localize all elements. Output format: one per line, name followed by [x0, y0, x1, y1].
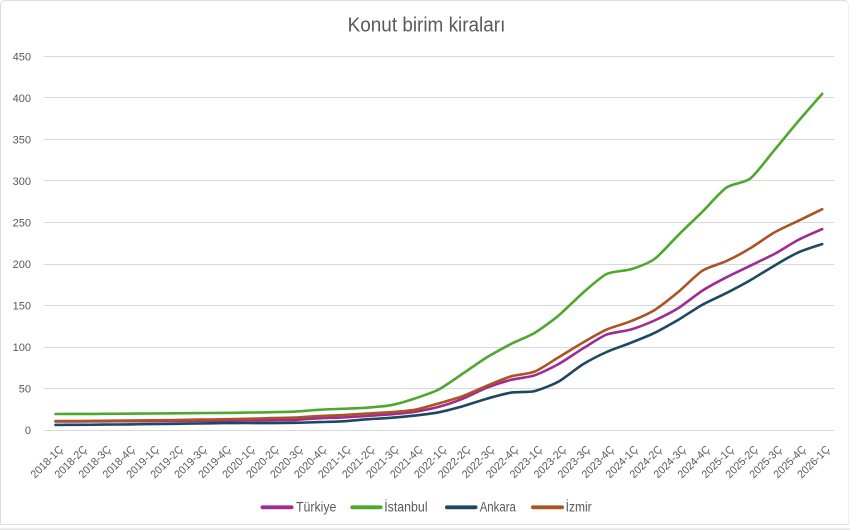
svg-text:Ankara: Ankara: [480, 500, 517, 515]
svg-text:150: 150: [13, 301, 31, 313]
svg-text:300: 300: [13, 176, 31, 188]
svg-text:0: 0: [25, 425, 31, 437]
svg-text:400: 400: [13, 93, 31, 105]
svg-text:İzmir: İzmir: [566, 500, 593, 515]
svg-text:İstanbul: İstanbul: [384, 500, 427, 515]
svg-text:250: 250: [13, 218, 31, 230]
svg-text:350: 350: [13, 134, 31, 146]
svg-text:Konut birim kiraları: Konut birim kiraları: [348, 14, 506, 37]
svg-text:Türkiye: Türkiye: [296, 500, 336, 515]
svg-text:50: 50: [19, 384, 31, 396]
svg-text:450: 450: [13, 51, 31, 63]
svg-text:200: 200: [13, 259, 31, 271]
svg-text:100: 100: [13, 342, 31, 354]
